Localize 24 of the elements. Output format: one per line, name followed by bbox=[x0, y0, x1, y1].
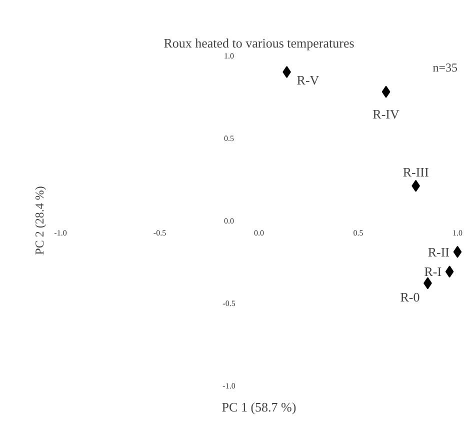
x-tick-label: 0.0 bbox=[254, 228, 264, 238]
y-tick-label: 0.0 bbox=[224, 216, 234, 226]
point bbox=[282, 66, 291, 78]
point bbox=[382, 86, 390, 98]
point bbox=[445, 266, 454, 278]
chart-title: Roux heated to various temperatures bbox=[164, 36, 354, 50]
x-axis-title: PC 1 (58.7 %) bbox=[222, 400, 296, 414]
point bbox=[453, 246, 462, 258]
y-tick-label: 1.0 bbox=[224, 52, 234, 60]
y-tick-label: 0.5 bbox=[224, 134, 234, 143]
annotation: R-I bbox=[424, 264, 442, 280]
annotation: R-III bbox=[402, 164, 429, 180]
x-tick-label: 1.0 bbox=[452, 228, 462, 238]
y-axis-title: PC 2 (28.4 %) bbox=[32, 186, 46, 255]
annotation: R-IV bbox=[372, 106, 400, 122]
annotation: R-II bbox=[428, 244, 450, 260]
annotation: n=35 bbox=[432, 60, 458, 74]
y-tick-label: -0.5 bbox=[222, 299, 236, 308]
x-tick-label: 0.5 bbox=[353, 228, 364, 238]
x-tick-label: -1.0 bbox=[54, 228, 67, 238]
annotation: R-0 bbox=[400, 290, 420, 305]
y-tick-label: -1.0 bbox=[222, 382, 236, 390]
annotation: R-V bbox=[296, 72, 320, 88]
x-tick-label: -0.5 bbox=[153, 228, 166, 238]
